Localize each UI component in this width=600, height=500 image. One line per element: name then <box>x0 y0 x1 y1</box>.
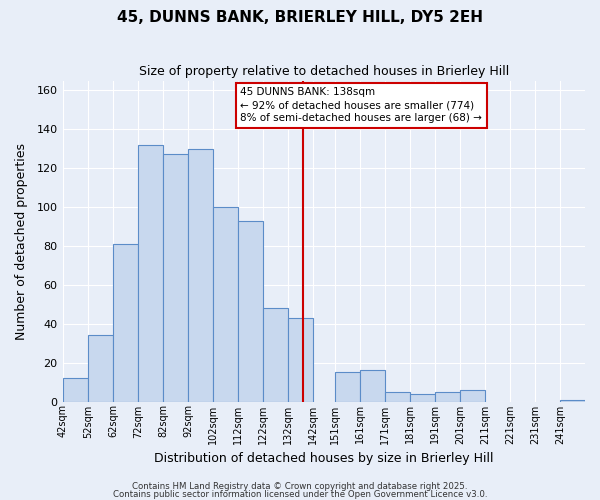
Text: Contains public sector information licensed under the Open Government Licence v3: Contains public sector information licen… <box>113 490 487 499</box>
X-axis label: Distribution of detached houses by size in Brierley Hill: Distribution of detached houses by size … <box>154 452 494 465</box>
Bar <box>188 148 213 402</box>
Bar <box>560 400 585 402</box>
Text: 45 DUNNS BANK: 138sqm
← 92% of detached houses are smaller (774)
8% of semi-deta: 45 DUNNS BANK: 138sqm ← 92% of detached … <box>241 87 482 124</box>
Y-axis label: Number of detached properties: Number of detached properties <box>15 142 28 340</box>
Bar <box>385 392 410 402</box>
Bar <box>410 394 435 402</box>
Bar <box>113 244 138 402</box>
Bar <box>460 390 485 402</box>
Text: 45, DUNNS BANK, BRIERLEY HILL, DY5 2EH: 45, DUNNS BANK, BRIERLEY HILL, DY5 2EH <box>117 10 483 25</box>
Bar <box>335 372 360 402</box>
Bar <box>288 318 313 402</box>
Bar <box>163 154 188 402</box>
Bar <box>238 220 263 402</box>
Bar <box>435 392 460 402</box>
Bar <box>213 207 238 402</box>
Bar <box>63 378 88 402</box>
Bar <box>263 308 288 402</box>
Bar <box>138 144 163 402</box>
Bar <box>88 336 113 402</box>
Text: Contains HM Land Registry data © Crown copyright and database right 2025.: Contains HM Land Registry data © Crown c… <box>132 482 468 491</box>
Bar <box>360 370 385 402</box>
Title: Size of property relative to detached houses in Brierley Hill: Size of property relative to detached ho… <box>139 65 509 78</box>
